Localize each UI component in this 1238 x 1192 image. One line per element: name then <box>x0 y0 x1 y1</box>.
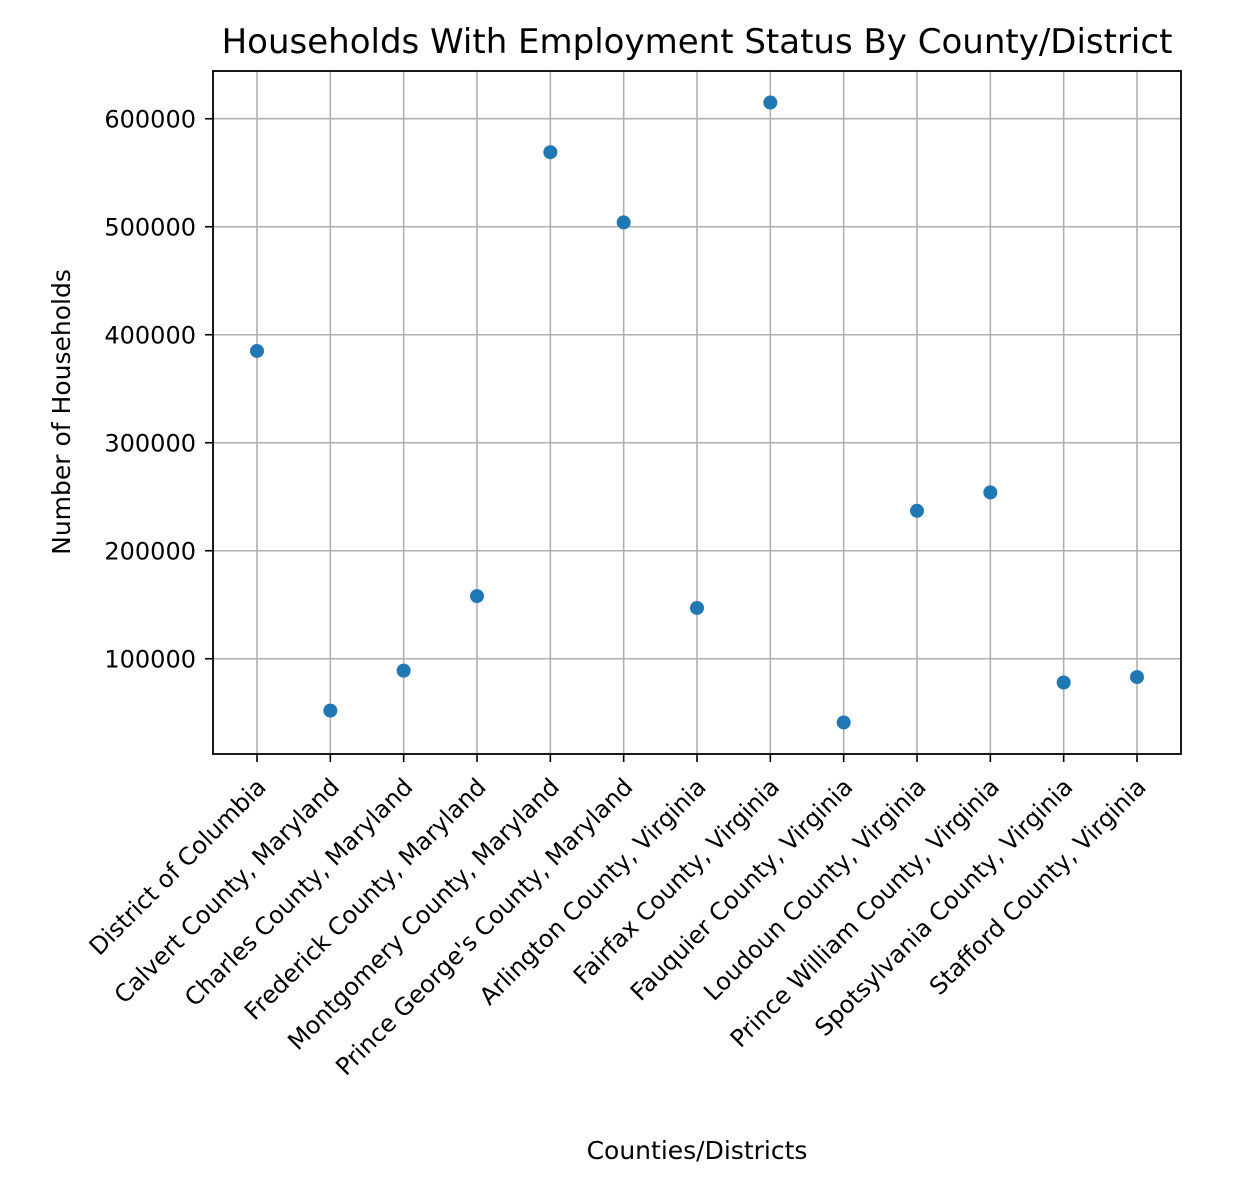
grid-lines <box>213 71 1181 754</box>
y-tick-label: 500000 <box>104 214 196 242</box>
data-point <box>763 95 778 110</box>
data-point <box>616 215 631 230</box>
data-point <box>396 663 411 678</box>
y-tick-label: 600000 <box>104 106 196 134</box>
y-tick-labels: 100000 200000 300000 400000 500000 600000 <box>104 106 196 674</box>
data-point <box>470 589 484 604</box>
x-tick-label: Prince William County, Virginia <box>725 773 1005 1053</box>
y-tick-label: 300000 <box>104 430 196 458</box>
y-tick-label: 400000 <box>104 322 196 350</box>
data-points <box>250 95 1144 730</box>
data-point <box>836 715 851 730</box>
y-tick-label: 100000 <box>104 646 196 674</box>
data-point <box>543 145 558 160</box>
data-point <box>983 485 998 500</box>
x-tick-label: Montgomery County, Maryland <box>282 773 565 1056</box>
data-point <box>910 503 924 518</box>
axis-ticks <box>205 117 1138 762</box>
data-point <box>1130 670 1144 685</box>
data-point <box>323 703 338 718</box>
x-axis-label: Counties/Districts <box>587 1136 808 1165</box>
plot-frame <box>212 70 1182 755</box>
y-tick-label: 200000 <box>104 538 196 566</box>
chart-title: Households With Employment Status By Cou… <box>222 22 1173 62</box>
data-point <box>690 600 704 615</box>
y-axis-label: Number of Households <box>47 269 76 555</box>
data-point <box>1056 675 1071 690</box>
data-point <box>250 343 264 358</box>
